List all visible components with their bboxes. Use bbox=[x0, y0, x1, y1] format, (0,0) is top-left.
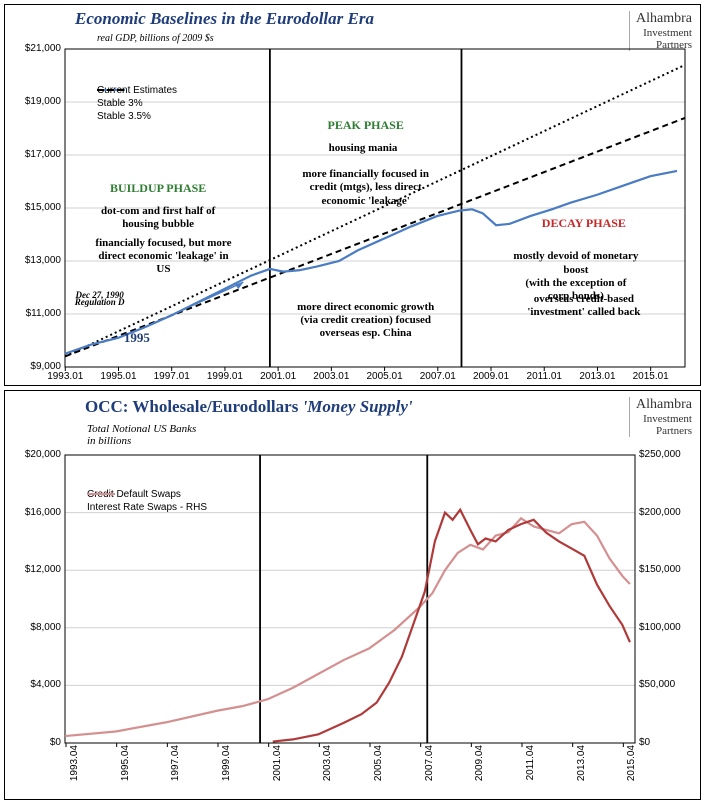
chart-annotation: overseas credit-based'investment' called… bbox=[509, 293, 659, 319]
y-tick-right: $250,000 bbox=[639, 449, 681, 460]
top-chart-panel: Economic Baselines in the Eurodollar Era… bbox=[4, 4, 701, 386]
bottom-chart-title: OCC: Wholesale/Eurodollars 'Money Supply… bbox=[85, 397, 413, 417]
brand-line: Investment bbox=[636, 413, 692, 425]
x-tick-label: 2013.01 bbox=[579, 371, 615, 382]
x-tick-label: 1997.04 bbox=[170, 745, 181, 781]
bottom-legend: Credit Default SwapsInterest Rate Swaps … bbox=[87, 489, 207, 515]
chart-annotation: financially focused, but moredirect econ… bbox=[88, 237, 238, 277]
y-tick-right: $150,000 bbox=[639, 564, 681, 575]
legend-item: Stable 3% bbox=[97, 98, 177, 109]
x-tick-label: 2013.04 bbox=[576, 745, 587, 781]
chart-annotation: more direct economic growth(via credit c… bbox=[291, 301, 441, 341]
bottom-subtitle: Total Notional US Banksin billions bbox=[87, 423, 196, 447]
top-chart-title: Economic Baselines in the Eurodollar Era bbox=[75, 9, 374, 29]
x-tick-label: 2005.01 bbox=[367, 371, 403, 382]
x-tick-label: 2003.04 bbox=[322, 745, 333, 781]
brand-line: Alhambra bbox=[636, 11, 692, 27]
y-tick-left: $12,000 bbox=[25, 564, 61, 575]
x-tick-label: 2011.04 bbox=[525, 745, 536, 780]
x-tick-label: 2005.04 bbox=[373, 745, 384, 781]
x-tick-label: 1995.01 bbox=[100, 371, 136, 382]
x-tick-label: 2001.04 bbox=[272, 745, 283, 781]
brand-line: Alhambra bbox=[636, 397, 692, 413]
top-legend: Current EstimatesStable 3%Stable 3.5% bbox=[97, 85, 177, 124]
x-tick-label: 1997.01 bbox=[154, 371, 190, 382]
y-tick-label: $19,000 bbox=[25, 96, 61, 107]
y-tick-right: $200,000 bbox=[639, 507, 681, 518]
y-tick-label: $21,000 bbox=[25, 43, 61, 54]
chart-annotation: Regulation D bbox=[25, 297, 175, 308]
chart-annotation: more financially focused incredit (mtgs)… bbox=[291, 168, 441, 208]
x-tick-label: 2009.04 bbox=[474, 745, 485, 781]
title-italic: 'Money Supply' bbox=[303, 397, 413, 416]
phase-label: BUILDUP PHASE bbox=[98, 181, 218, 195]
brand-logo: Alhambra Investment Partners bbox=[625, 11, 692, 53]
x-tick-label: 2007.04 bbox=[424, 745, 435, 781]
y-tick-left: $16,000 bbox=[25, 507, 61, 518]
x-tick-label: 2015.01 bbox=[633, 371, 669, 382]
brand-logo: Alhambra Investment Partners bbox=[625, 397, 692, 439]
y-tick-label: $11,000 bbox=[26, 308, 61, 319]
top-chart-subtitle: real GDP, billions of 2009 $s bbox=[97, 33, 214, 44]
bottom-chart-panel: OCC: Wholesale/Eurodollars 'Money Supply… bbox=[4, 390, 701, 800]
phase-label: PEAK PHASE bbox=[306, 118, 426, 132]
x-tick-label: 1999.01 bbox=[207, 371, 243, 382]
x-tick-label: 2011.01 bbox=[527, 371, 562, 382]
x-tick-label: 2015.04 bbox=[626, 745, 637, 781]
x-tick-label: 1993.01 bbox=[47, 371, 83, 382]
phase-label: DECAY PHASE bbox=[524, 216, 644, 230]
legend-item: Interest Rate Swaps - RHS bbox=[87, 502, 207, 513]
y-tick-left: $0 bbox=[50, 737, 61, 748]
brand-line: Investment bbox=[636, 27, 692, 39]
x-tick-label: 1995.04 bbox=[120, 745, 131, 781]
legend-item: Stable 3.5% bbox=[97, 111, 177, 122]
y-tick-right: $0 bbox=[639, 737, 650, 748]
y-tick-left: $20,000 bbox=[25, 449, 61, 460]
x-tick-label: 1999.04 bbox=[221, 745, 232, 781]
y-tick-left: $8,000 bbox=[30, 622, 61, 633]
chart-annotation: 1995 bbox=[62, 330, 212, 346]
chart-annotation: dot-com and first half ofhousing bubble bbox=[83, 205, 233, 231]
chart-annotation: housing mania bbox=[288, 142, 438, 155]
y-tick-label: $13,000 bbox=[25, 255, 61, 266]
x-tick-label: 2003.01 bbox=[313, 371, 349, 382]
y-tick-right: $50,000 bbox=[639, 679, 675, 690]
x-tick-label: 2001.01 bbox=[260, 371, 296, 382]
y-tick-label: $17,000 bbox=[25, 149, 61, 160]
x-tick-label: 2007.01 bbox=[420, 371, 456, 382]
title-text: OCC: Wholesale/Eurodollars bbox=[85, 397, 303, 416]
x-tick-label: 1993.04 bbox=[69, 745, 80, 781]
x-tick-label: 2009.01 bbox=[473, 371, 509, 382]
brand-line: Partners bbox=[636, 425, 692, 437]
y-tick-right: $100,000 bbox=[639, 622, 681, 633]
y-tick-label: $15,000 bbox=[25, 202, 61, 213]
y-tick-left: $4,000 bbox=[30, 679, 61, 690]
